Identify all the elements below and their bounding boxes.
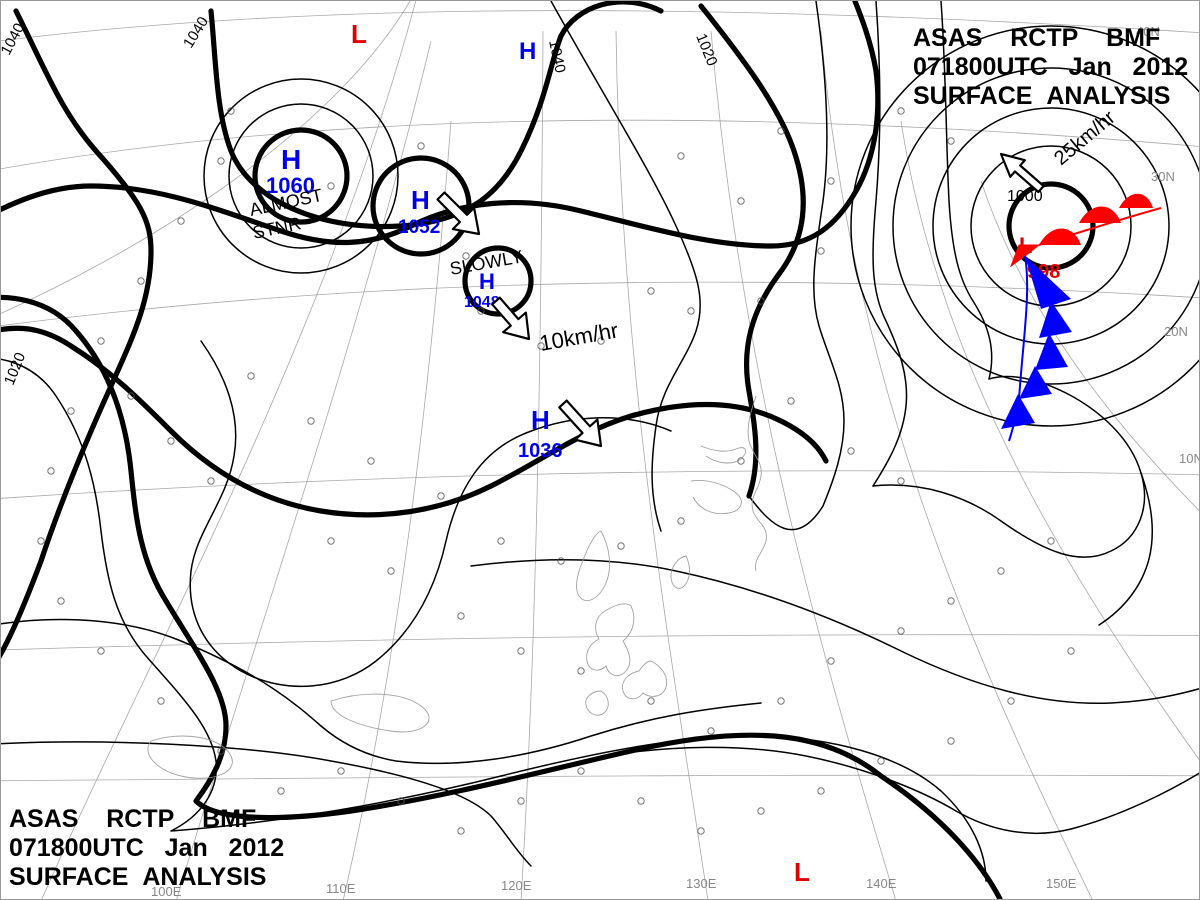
svg-text:H: H — [281, 144, 301, 175]
svg-text:1052: 1052 — [398, 217, 440, 238]
svg-text:110E: 110E — [326, 881, 356, 896]
svg-text:ASAS RCTP BMF: ASAS RCTP BMF — [9, 805, 256, 833]
svg-text:130E: 130E — [686, 876, 717, 891]
svg-text:150E: 150E — [1046, 876, 1077, 891]
svg-text:10N: 10N — [1179, 451, 1200, 466]
svg-text:SURFACE ANALYSIS: SURFACE ANALYSIS — [9, 863, 266, 891]
svg-text:H: H — [519, 38, 536, 65]
svg-text:1036: 1036 — [518, 440, 563, 462]
svg-text:071800UTC Jan 2012: 071800UTC Jan 2012 — [913, 53, 1188, 81]
svg-text:071800UTC Jan 2012: 071800UTC Jan 2012 — [9, 834, 284, 862]
svg-text:L: L — [794, 857, 810, 887]
svg-text:H: H — [531, 405, 550, 435]
svg-text:20N: 20N — [1164, 324, 1188, 339]
svg-text:30N: 30N — [1151, 169, 1175, 184]
svg-text:120E: 120E — [501, 878, 532, 893]
svg-text:ASAS RCTP BMF: ASAS RCTP BMF — [913, 24, 1160, 52]
svg-text:140E: 140E — [866, 876, 897, 891]
svg-text:SURFACE ANALYSIS: SURFACE ANALYSIS — [913, 82, 1170, 110]
svg-text:H: H — [411, 185, 430, 215]
svg-text:L: L — [351, 19, 367, 49]
